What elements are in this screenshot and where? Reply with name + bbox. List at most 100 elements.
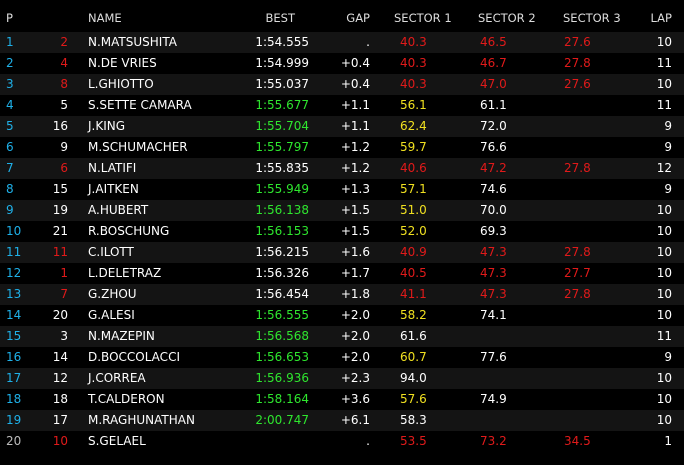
best-time-cell: 1:56.454 — [255, 287, 309, 301]
car-number-cell: 5 — [60, 98, 68, 112]
position-cell: 16 — [6, 350, 22, 364]
table-row: 6 9 M.SCHUMACHER 1:55.797 +1.2 59.7 76.6 9 — [0, 137, 684, 158]
sector-1-cell: 40.5 — [400, 266, 427, 280]
sector-1-cell: 52.0 — [400, 224, 427, 238]
table-row: 1 2 N.MATSUSHITA 1:54.555. 40.3 46.5 27.6 10 — [0, 32, 684, 53]
best-time-cell: 1:55.037 — [255, 77, 309, 91]
sector-1-cell: 51.0 — [400, 203, 427, 217]
table-row: 3 8 L.GHIOTTO 1:55.037 +0.4 40.3 47.0 27.6 10 — [0, 74, 684, 95]
sector-1-cell: 40.3 — [400, 77, 427, 91]
position-cell: 14 — [6, 308, 22, 322]
table-row: 7 6 N.LATIFI 1:55.835 +1.2 40.6 47.2 27.8 12 — [0, 158, 684, 179]
sector-2-cell: 61.1 — [480, 98, 507, 112]
sector-3-cell: 27.6 — [564, 77, 591, 91]
position-cell: 10 — [6, 224, 22, 238]
lap-count-cell: 11 — [656, 98, 672, 112]
driver-name-cell: R.BOSCHUNG — [88, 224, 170, 238]
driver-name-cell: G.ALESI — [88, 308, 135, 322]
car-number-cell: 9 — [60, 140, 68, 154]
sector-2-cell: 47.3 — [480, 245, 507, 259]
best-time-cell: 1:56.555 — [255, 308, 309, 322]
gap-cell: . — [366, 35, 370, 49]
driver-name-cell: G.ZHOU — [88, 287, 137, 301]
driver-name-cell: A.HUBERT — [88, 203, 149, 217]
gap-cell: . — [366, 434, 370, 448]
sector-3-cell: 27.6 — [564, 35, 591, 49]
table-row: 19 17 M.RAGHUNATHAN 2:00.747 +6.1 58.3 10 — [0, 410, 684, 431]
table-row: 13 7 G.ZHOU 1:56.454 +1.8 41.1 47.3 27.8 10 — [0, 284, 684, 305]
best-time-cell: 1:54.555 — [255, 35, 309, 49]
car-number-cell: 4 — [60, 56, 68, 70]
sector-2-cell: 47.3 — [480, 287, 507, 301]
sector-1-cell: 40.3 — [400, 56, 427, 70]
driver-name-cell: S.SETTE CAMARA — [88, 98, 192, 112]
lap-count-cell: 10 — [656, 224, 672, 238]
driver-name-cell: J.CORREA — [88, 371, 146, 385]
gap-cell: +2.0 — [340, 350, 370, 364]
table-row: 11 11 C.ILOTT 1:56.215 +1.6 40.9 47.3 27.8 10 — [0, 242, 684, 263]
driver-name-cell: S.GELAEL — [88, 434, 146, 448]
lap-count-cell: 10 — [656, 266, 672, 280]
table-row: 8 15 J.AITKEN 1:55.949 +1.3 57.1 74.6 9 — [0, 179, 684, 200]
sector-2-cell: 73.2 — [480, 434, 507, 448]
table-row: 9 19 A.HUBERT 1:56.138 +1.5 51.0 70.0 10 — [0, 200, 684, 221]
table-row: 10 21 R.BOSCHUNG 1:56.153 +1.5 52.0 69.3 10 — [0, 221, 684, 242]
sector-3-cell: 27.8 — [564, 161, 591, 175]
table-row: 17 12 J.CORREA 1:56.936 +2.3 94.0 10 — [0, 368, 684, 389]
gap-cell: +1.3 — [340, 182, 370, 196]
position-cell: 15 — [6, 329, 22, 343]
sector-3-cell: 27.8 — [564, 56, 591, 70]
car-number-cell: 10 — [52, 434, 68, 448]
gap-cell: +0.4 — [340, 77, 370, 91]
position-cell: 9 — [6, 203, 14, 217]
car-number-cell: 3 — [60, 329, 68, 343]
best-time-cell: 2:00.747 — [255, 413, 309, 427]
lap-count-cell: 11 — [656, 56, 672, 70]
lap-count-cell: 10 — [656, 245, 672, 259]
sector-3-cell: 27.8 — [564, 287, 591, 301]
car-number-cell: 21 — [52, 224, 68, 238]
position-cell: 13 — [6, 287, 22, 301]
position-cell: 19 — [6, 413, 22, 427]
driver-name-cell: N.DE VRIES — [88, 56, 157, 70]
sector-1-cell: 62.4 — [400, 119, 427, 133]
best-time-cell: 1:55.949 — [255, 182, 309, 196]
sector-3-cell: 27.8 — [564, 245, 591, 259]
sector-2-cell: 74.9 — [480, 392, 507, 406]
position-cell: 8 — [6, 182, 14, 196]
header-position: P — [6, 11, 13, 25]
gap-cell: +1.7 — [340, 266, 370, 280]
driver-name-cell: T.CALDERON — [88, 392, 165, 406]
car-number-cell: 6 — [60, 161, 68, 175]
table-row: 12 1 L.DELETRAZ 1:56.326 +1.7 40.5 47.3 27.7 10 — [0, 263, 684, 284]
gap-cell: +1.6 — [340, 245, 370, 259]
position-cell: 2 — [6, 56, 14, 70]
gap-cell: +1.1 — [340, 98, 370, 112]
sector-1-cell: 61.6 — [400, 329, 427, 343]
sector-2-cell: 76.6 — [480, 140, 507, 154]
best-time-cell: 1:55.797 — [255, 140, 309, 154]
best-time-cell: 1:56.568 — [255, 329, 309, 343]
sector-1-cell: 53.5 — [400, 434, 427, 448]
sector-1-cell: 58.2 — [400, 308, 427, 322]
sector-1-cell: 40.3 — [400, 35, 427, 49]
header-sector-2: SECTOR 2 — [478, 11, 536, 25]
header-best: BEST — [265, 11, 295, 25]
driver-name-cell: N.LATIFI — [88, 161, 137, 175]
best-time-cell: 1:55.835 — [255, 161, 309, 175]
table-row: 20 10 S.GELAEL. 53.5 73.2 34.5 1 — [0, 431, 684, 452]
header-name: NAME — [88, 11, 122, 25]
position-cell: 3 — [6, 77, 14, 91]
driver-name-cell: M.RAGHUNATHAN — [88, 413, 195, 427]
sector-2-cell: 74.1 — [480, 308, 507, 322]
gap-cell: +2.3 — [340, 371, 370, 385]
car-number-cell: 19 — [52, 203, 68, 217]
position-cell: 7 — [6, 161, 14, 175]
sector-3-cell: 34.5 — [564, 434, 591, 448]
best-time-cell: 1:56.653 — [255, 350, 309, 364]
timing-header: P NAME BEST GAP SECTOR 1 SECTOR 2 SECTOR… — [0, 7, 684, 29]
gap-cell: +2.0 — [340, 329, 370, 343]
sector-2-cell: 47.2 — [480, 161, 507, 175]
gap-cell: +6.1 — [340, 413, 370, 427]
lap-count-cell: 9 — [664, 140, 672, 154]
